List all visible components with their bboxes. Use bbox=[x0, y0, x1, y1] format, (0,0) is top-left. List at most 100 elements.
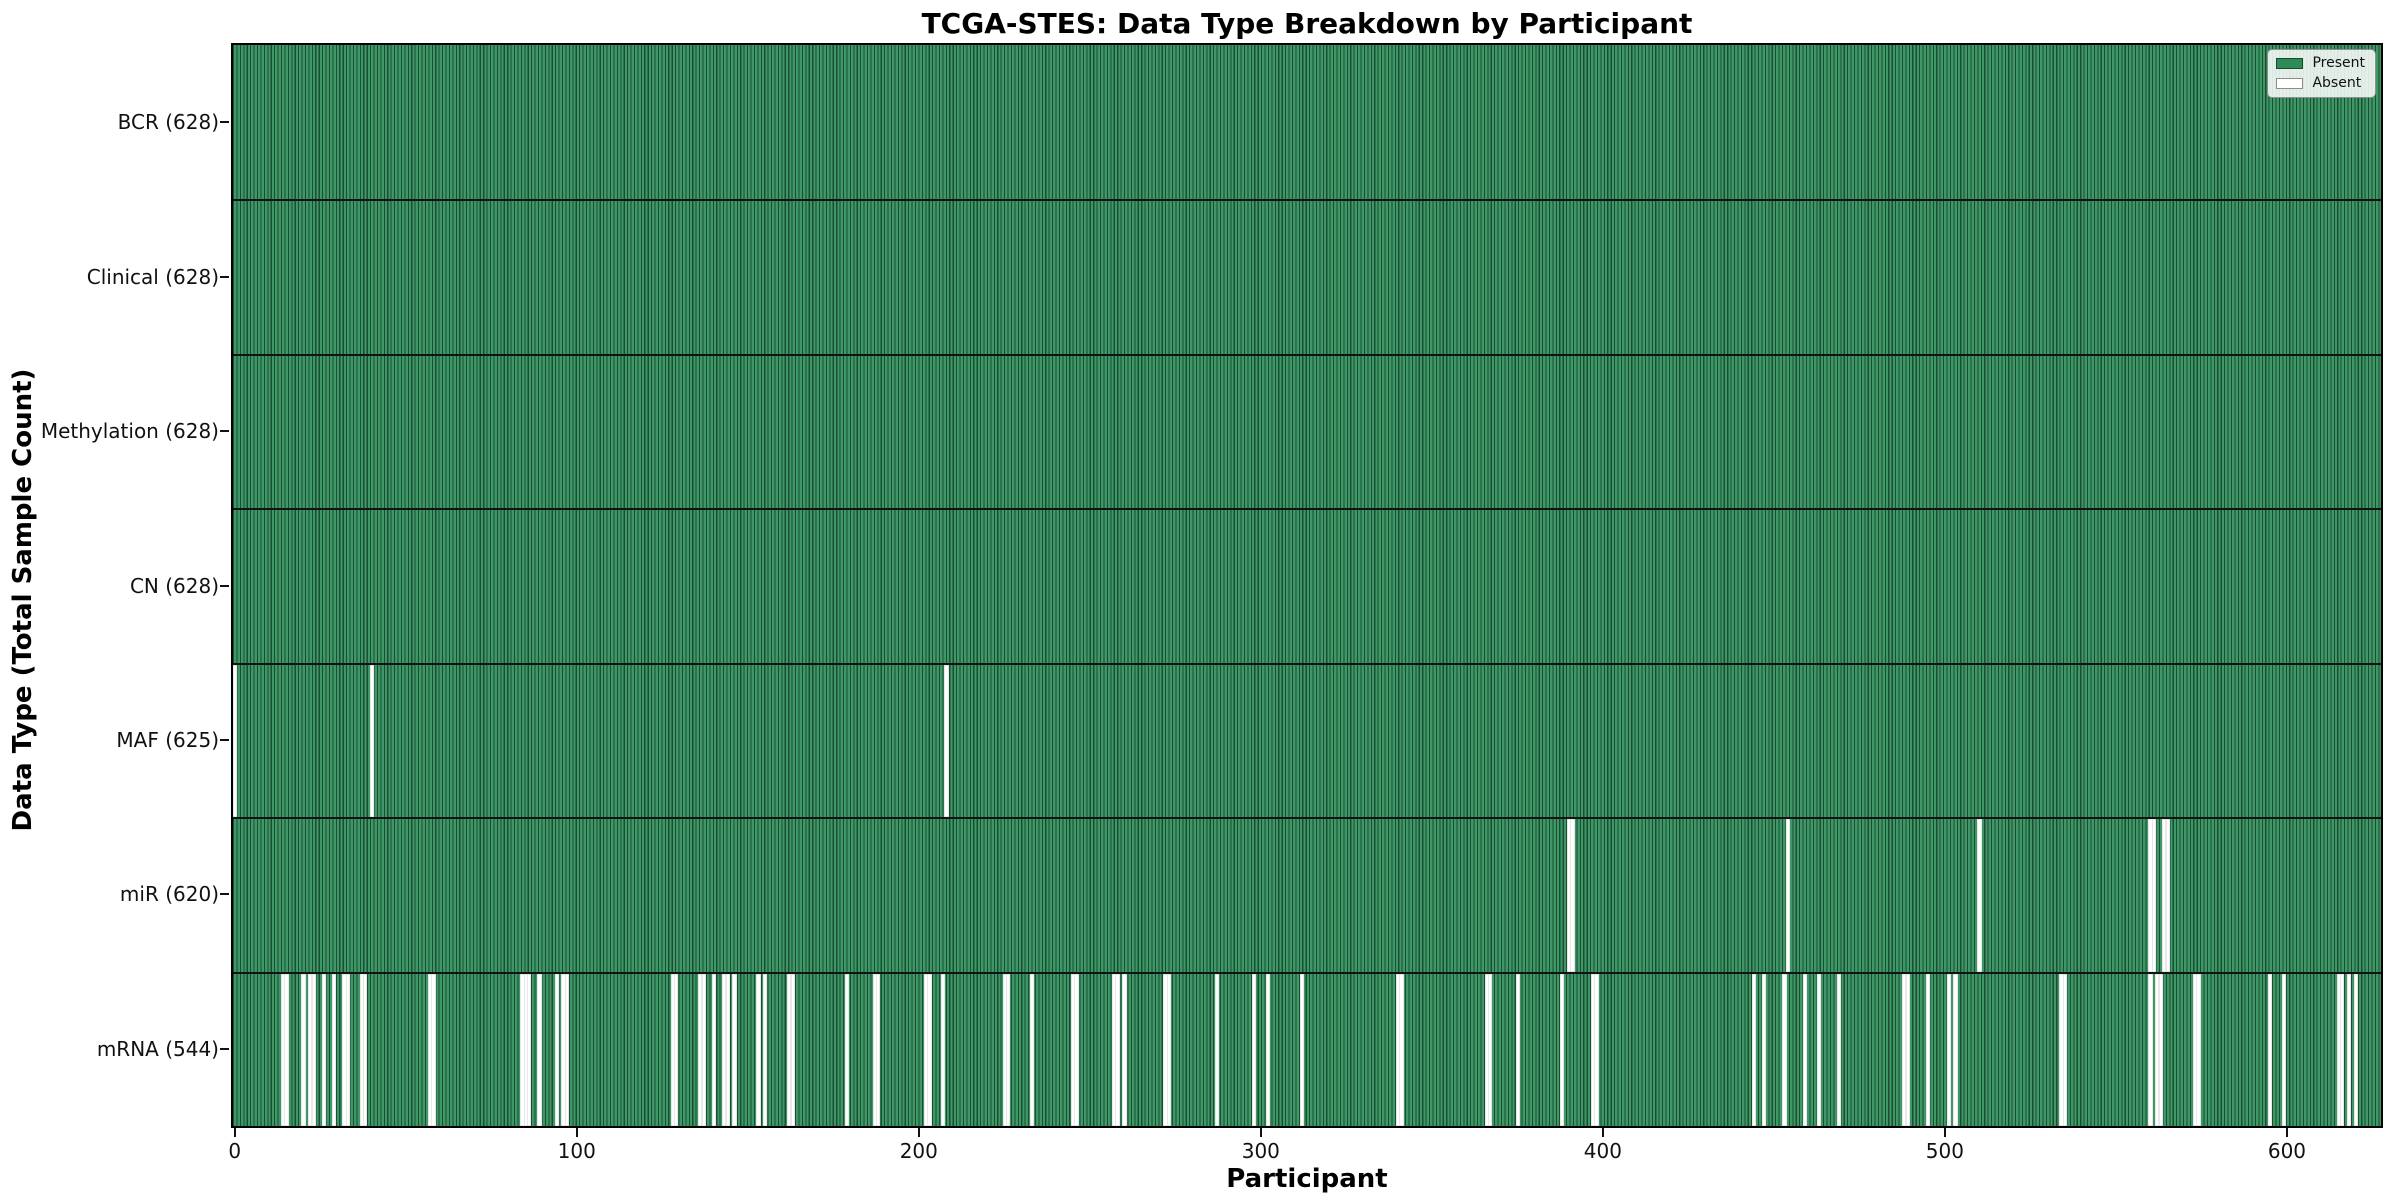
absent-stripe bbox=[872, 973, 877, 1126]
absent-stripe bbox=[1399, 973, 1404, 1126]
xtick-label-600: 600 bbox=[2267, 1139, 2307, 1163]
absent-stripe bbox=[1953, 973, 1958, 1126]
absent-stripe bbox=[1484, 973, 1490, 1126]
absent-stripe bbox=[537, 973, 542, 1126]
absent-stripe bbox=[1515, 973, 1520, 1126]
absent-stripe bbox=[1163, 973, 1168, 1126]
xtick-label-400: 400 bbox=[1583, 1139, 1622, 1163]
absent-stripe bbox=[308, 973, 313, 1126]
absent-stripe bbox=[756, 973, 761, 1126]
legend-swatch-absent bbox=[2276, 78, 2304, 89]
absent-stripe bbox=[321, 973, 327, 1126]
absent-stripe bbox=[1488, 973, 1493, 1126]
absent-stripe bbox=[763, 973, 768, 1126]
ytick-mark bbox=[220, 893, 229, 896]
absent-stripe bbox=[2148, 819, 2153, 972]
absent-stripe bbox=[725, 973, 730, 1126]
absent-stripe bbox=[284, 973, 289, 1126]
absent-stripe bbox=[670, 973, 676, 1126]
xtick-mark bbox=[575, 1128, 578, 1137]
absent-stripe bbox=[732, 973, 737, 1126]
ytick-label-Clinical: Clinical (628) bbox=[86, 264, 219, 289]
absent-stripe bbox=[1002, 973, 1007, 1126]
absent-stripe bbox=[1594, 973, 1599, 1126]
absent-stripe bbox=[1074, 973, 1079, 1126]
chart-title: TCGA-STES: Data Type Breakdown by Partic… bbox=[921, 7, 1693, 40]
legend-label: Absent bbox=[2312, 75, 2362, 91]
absent-stripe bbox=[233, 664, 238, 818]
absent-stripe bbox=[787, 973, 792, 1126]
absent-stripe bbox=[1265, 973, 1271, 1126]
absent-stripe bbox=[2346, 973, 2351, 1126]
absent-stripe bbox=[1802, 973, 1808, 1126]
row-miR bbox=[233, 817, 2381, 972]
absent-stripe bbox=[1837, 973, 1842, 1126]
ytick-label-Methylation: Methylation (628) bbox=[40, 419, 219, 444]
absent-stripe bbox=[1252, 973, 1257, 1126]
absent-stripe bbox=[1816, 973, 1821, 1126]
absent-stripe bbox=[1902, 973, 1907, 1126]
xtick-mark bbox=[1259, 1128, 1262, 1137]
legend-swatch-present bbox=[2276, 58, 2304, 69]
absent-stripe bbox=[332, 973, 337, 1126]
absent-stripe bbox=[923, 973, 929, 1126]
absent-stripe bbox=[2158, 973, 2163, 1126]
absent-stripe bbox=[311, 973, 316, 1126]
row-mRNA bbox=[233, 971, 2381, 1126]
absent-stripe bbox=[1115, 973, 1120, 1126]
legend-label: Present bbox=[2312, 55, 2365, 71]
absent-stripe bbox=[345, 973, 351, 1126]
absent-stripe bbox=[845, 973, 850, 1126]
row-Clinical bbox=[233, 199, 2381, 354]
absent-stripe bbox=[2339, 973, 2345, 1126]
absent-stripe bbox=[2059, 973, 2064, 1126]
legend: Present Absent bbox=[2267, 49, 2376, 98]
absent-stripe bbox=[1029, 973, 1035, 1126]
absent-stripe bbox=[790, 973, 795, 1126]
y-axis-title: Data Type (Total Sample Count) bbox=[8, 368, 38, 832]
xtick-mark bbox=[233, 1128, 236, 1137]
absent-stripe bbox=[561, 973, 566, 1126]
absent-stripe bbox=[431, 973, 436, 1126]
absent-stripe bbox=[527, 973, 532, 1126]
absent-stripe bbox=[1166, 973, 1171, 1126]
ytick-label-BCR: BCR (628) bbox=[117, 110, 219, 135]
absent-stripe bbox=[2336, 973, 2341, 1126]
absent-stripe bbox=[2268, 973, 2273, 1126]
absent-stripe bbox=[2281, 973, 2287, 1126]
absent-stripe bbox=[1566, 819, 1572, 972]
absent-stripe bbox=[2353, 973, 2358, 1126]
absent-stripe bbox=[1946, 973, 1951, 1126]
absent-stripe bbox=[523, 973, 528, 1126]
absent-stripe bbox=[1570, 819, 1575, 972]
absent-stripe bbox=[369, 664, 375, 818]
absent-stripe bbox=[2162, 819, 2167, 972]
x-axis-title: Participant bbox=[1226, 1164, 1388, 1194]
absent-stripe bbox=[1070, 973, 1076, 1126]
absent-stripe bbox=[1006, 973, 1011, 1126]
absent-stripe bbox=[427, 973, 433, 1126]
row-BCR bbox=[233, 45, 2381, 200]
absent-stripe bbox=[564, 973, 569, 1126]
absent-stripe bbox=[698, 973, 703, 1126]
row-MAF bbox=[233, 662, 2381, 818]
absent-stripe bbox=[876, 973, 881, 1126]
xtick-mark bbox=[917, 1128, 920, 1137]
ytick-mark bbox=[220, 430, 229, 433]
absent-stripe bbox=[1761, 973, 1767, 1126]
ytick-mark bbox=[220, 584, 229, 587]
absent-stripe bbox=[1785, 819, 1791, 972]
absent-stripe bbox=[520, 973, 525, 1126]
absent-stripe bbox=[1590, 973, 1596, 1126]
absent-stripe bbox=[554, 973, 559, 1126]
absent-stripe bbox=[927, 973, 932, 1126]
xtick-label-0: 0 bbox=[228, 1139, 242, 1163]
absent-stripe bbox=[1560, 973, 1565, 1126]
ytick-label-miR: miR (620) bbox=[119, 882, 219, 907]
xtick-label-200: 200 bbox=[899, 1139, 938, 1163]
absent-stripe bbox=[2151, 819, 2157, 972]
absent-stripe bbox=[701, 973, 706, 1126]
xtick-mark bbox=[2285, 1128, 2288, 1137]
absent-stripe bbox=[941, 973, 946, 1126]
